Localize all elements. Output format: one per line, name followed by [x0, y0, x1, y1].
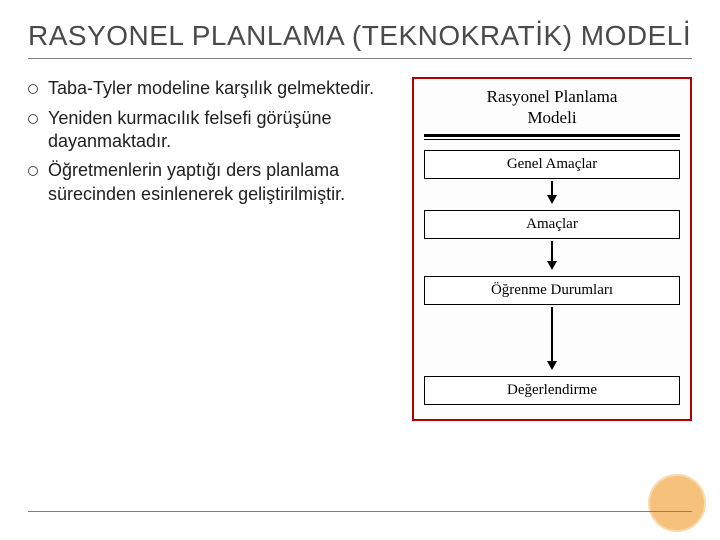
- slide-title: RASYONEL PLANLAMA (TEKNOKRATİK) MODELİ: [28, 20, 692, 52]
- bullet-item: Yeniden kurmacılık felsefi görüşüne daya…: [28, 107, 396, 154]
- bullet-item: Öğretmenlerin yaptığı ders planlama süre…: [28, 159, 396, 206]
- bullets-column: Taba-Tyler modeline karşılık gelmektedir…: [28, 77, 400, 421]
- slide: RASYONEL PLANLAMA (TEKNOKRATİK) MODELİ T…: [0, 0, 720, 540]
- flowchart-box: Öğrenme Durumları: [424, 276, 680, 305]
- flowchart-box: Değerlendirme: [424, 376, 680, 405]
- footer-rule: [28, 511, 692, 512]
- flowchart-arrow: [424, 179, 680, 210]
- flowchart-title-line1: Rasyonel Planlama: [487, 87, 618, 106]
- flowchart-arrow: [424, 239, 680, 276]
- flowchart-title: Rasyonel Planlama Modeli: [424, 87, 680, 128]
- title-underline: [28, 58, 692, 59]
- accent-circle-icon: [648, 474, 706, 532]
- bullet-list: Taba-Tyler modeline karşılık gelmektedir…: [28, 77, 396, 206]
- flowchart: Rasyonel Planlama Modeli Genel Amaçlar A…: [412, 77, 692, 421]
- flowchart-title-line2: Modeli: [527, 108, 576, 127]
- flowchart-arrow: [424, 305, 680, 376]
- diagram-column: Rasyonel Planlama Modeli Genel Amaçlar A…: [412, 77, 692, 421]
- flowchart-title-rule: [424, 134, 680, 140]
- content-row: Taba-Tyler modeline karşılık gelmektedir…: [28, 77, 692, 421]
- bullet-item: Taba-Tyler modeline karşılık gelmektedir…: [28, 77, 396, 100]
- flowchart-box: Genel Amaçlar: [424, 150, 680, 179]
- flowchart-box: Amaçlar: [424, 210, 680, 239]
